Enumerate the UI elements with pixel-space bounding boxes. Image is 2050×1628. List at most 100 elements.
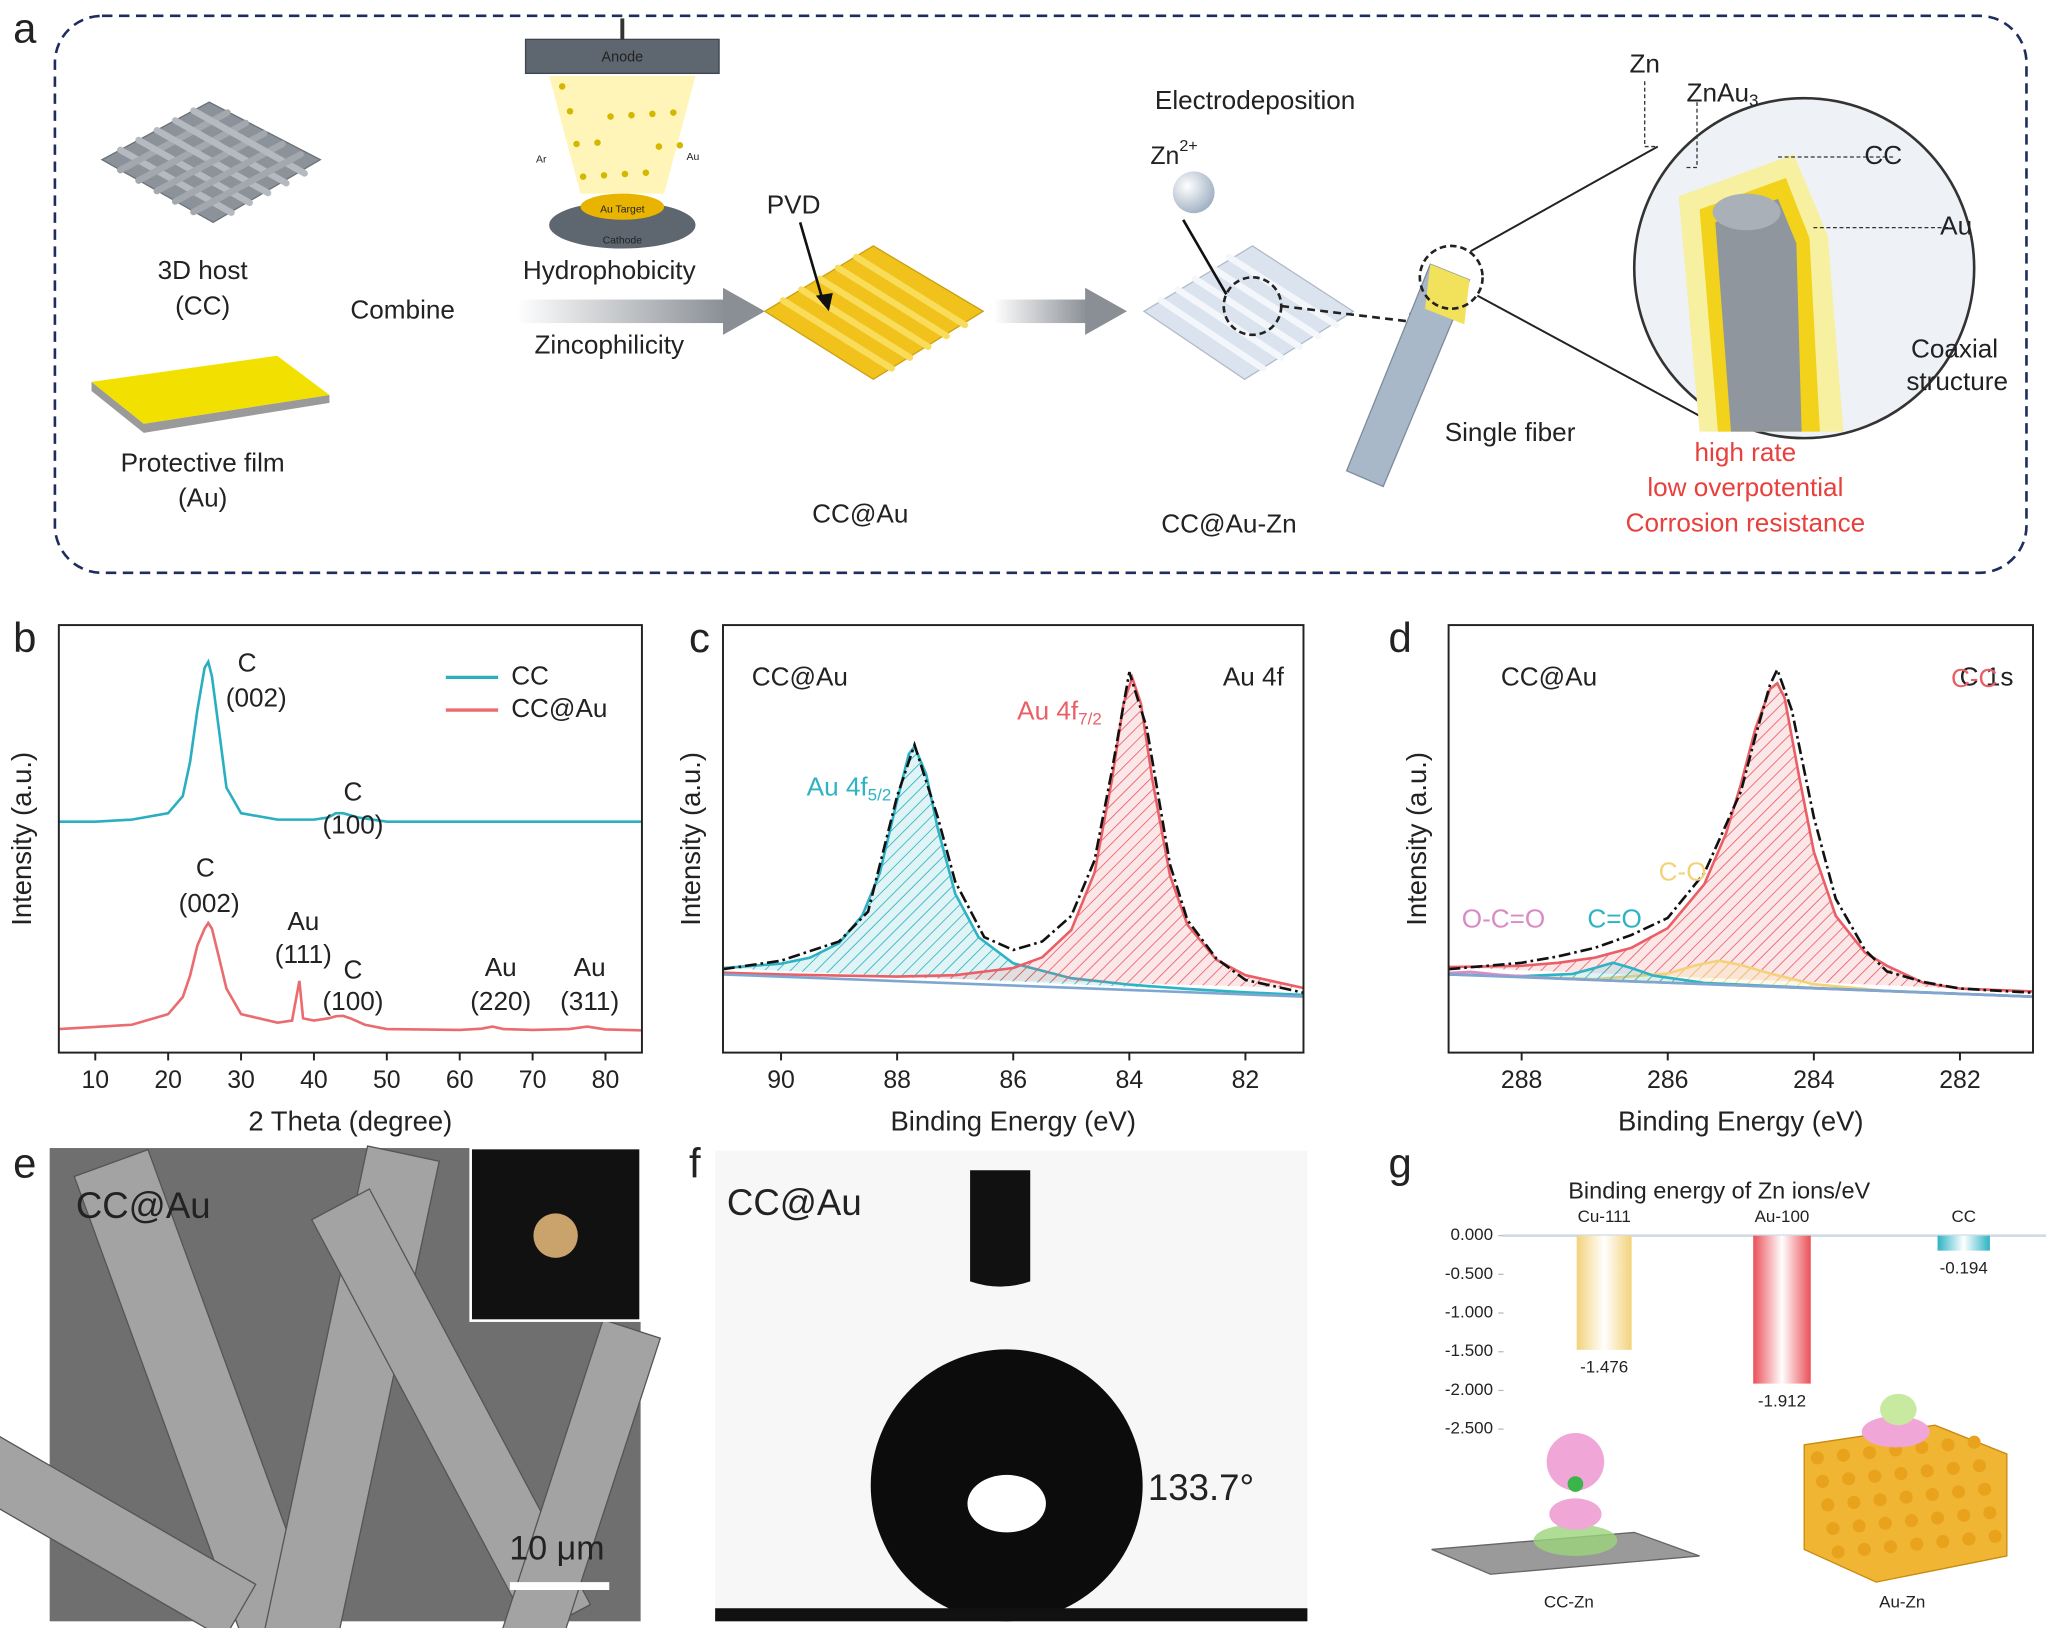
au-atom [1910, 1537, 1924, 1551]
sputter-atom [607, 113, 614, 120]
panel-letter: d [1388, 614, 1411, 661]
fiber-ring [1418, 244, 1484, 310]
weave-fiber [853, 253, 969, 329]
bar [1753, 1235, 1811, 1384]
annotation-text: Au 4f [1017, 696, 1079, 726]
sputter-atom [621, 170, 629, 178]
au-atom [1873, 1493, 1887, 1507]
annotation-text: (100) [322, 809, 383, 839]
bar [1937, 1235, 1990, 1251]
y-tick-label: -2.500 [1445, 1419, 1493, 1438]
diagram-label-text: Corrosion resistance [1626, 507, 1866, 537]
annotation-text: Au 4f [1223, 662, 1285, 692]
au-atom [1920, 1464, 1934, 1478]
sputter-atom [573, 140, 580, 148]
annotation: C 1s [1960, 662, 2014, 692]
arrow-shaft [516, 299, 726, 324]
diagram-label-text: (CC) [175, 290, 230, 320]
sputter-atom [566, 108, 574, 115]
annotation: C-C [1951, 663, 1997, 693]
au-atom [1878, 1516, 1892, 1530]
au-atom [1978, 1482, 1992, 1496]
diagram-label: Single fiber [1445, 417, 1576, 447]
x-tick-label: 70 [519, 1067, 547, 1094]
weave-fiber [798, 286, 914, 361]
sputter-atom [628, 111, 635, 119]
sem-fiber [0, 1433, 257, 1628]
au-atom [1842, 1472, 1856, 1486]
weave-fiber [816, 275, 932, 351]
panel-letter: a [13, 5, 37, 52]
au-atom [1868, 1469, 1882, 1483]
x-tick-label: 88 [883, 1067, 911, 1094]
diagram-label: CC@Au-Zn [1161, 509, 1296, 539]
fiber-zn-layer [1425, 264, 1470, 325]
charge-pink [1861, 1416, 1930, 1448]
x-axis-label: Binding Energy (eV) [1618, 1105, 1864, 1136]
diagram-label-text: Ar [536, 154, 547, 165]
x-tick-label: 20 [154, 1067, 182, 1094]
diagram-label: structure [1906, 366, 2008, 396]
x-tick-label: 60 [446, 1067, 474, 1094]
y-tick-label: -1.500 [1445, 1341, 1493, 1360]
annotation-text: (002) [179, 888, 240, 918]
y-axis-label: Intensity (a.u.) [1401, 752, 1432, 926]
diagram-label: Au [1940, 211, 1972, 241]
diagram-label-text: Coaxial [1911, 333, 1998, 363]
au-atom [1983, 1506, 1997, 1520]
diagram-label: Hydrophobicity [523, 255, 697, 285]
category-label: CC [1951, 1207, 1976, 1226]
annotation-text: C 1s [1960, 662, 2014, 692]
x-tick-label: 284 [1793, 1067, 1835, 1094]
annotation: Au [287, 906, 319, 936]
y-tick-label: -1.000 [1445, 1303, 1493, 1322]
pointer [1182, 219, 1228, 295]
annotation: C [196, 852, 215, 882]
plot-frame [57, 624, 643, 1054]
annotation: C [344, 954, 363, 984]
value-label: -1.912 [1758, 1391, 1806, 1410]
diagram-label: PVD [767, 190, 821, 220]
diagram-label-text: high rate [1695, 437, 1797, 467]
au-atom [1826, 1521, 1840, 1536]
diagram-label-text: low overpotential [1647, 472, 1843, 502]
category-label: Cu-111 [1578, 1207, 1631, 1226]
annotation-text: C=O [1587, 903, 1641, 933]
series-line [722, 743, 1304, 997]
panel-a-frame [53, 14, 2028, 575]
droplet-highlight [967, 1474, 1046, 1533]
diagram-label-text: Hydrophobicity [523, 255, 697, 285]
diagram-label: (CC) [175, 290, 230, 320]
annotation-text: C [196, 852, 215, 882]
diagram-label: Anode [602, 49, 644, 65]
diagram-label: Au Target [600, 204, 645, 215]
au-atom [1946, 1461, 1960, 1475]
legend-label: CC [511, 660, 549, 690]
scale-label: 10 μm [509, 1530, 604, 1568]
au-atom [1810, 1451, 1824, 1465]
au-atom [1847, 1495, 1861, 1509]
x-tick-label: 86 [999, 1067, 1027, 1094]
annotation-text: (002) [226, 683, 287, 713]
diagram-label: Zn2+ [1150, 137, 1197, 169]
sputter-atom [649, 110, 656, 118]
value-label: -1.476 [1580, 1358, 1628, 1377]
series-line [1448, 973, 2034, 998]
diagram-label-text: Au [1940, 211, 1972, 241]
plasma [549, 75, 696, 194]
diagram-label-text: Zn [1150, 143, 1179, 170]
cathode [549, 201, 696, 249]
panel-letter: b [13, 614, 36, 661]
annotation-text: Au [485, 952, 517, 982]
au-atom [1821, 1498, 1835, 1512]
sem-fiber [497, 1318, 662, 1628]
au-atom [1988, 1529, 2002, 1543]
au-atom [1951, 1485, 1966, 1499]
annotation-text: CC@Au [752, 662, 848, 692]
diagram-label: Ar [536, 154, 547, 165]
diagram-label: ZnAu3 [1687, 77, 1759, 110]
x-tick-label: 50 [373, 1067, 401, 1094]
au-atom [1962, 1532, 1976, 1546]
au-atom [1915, 1440, 1929, 1454]
